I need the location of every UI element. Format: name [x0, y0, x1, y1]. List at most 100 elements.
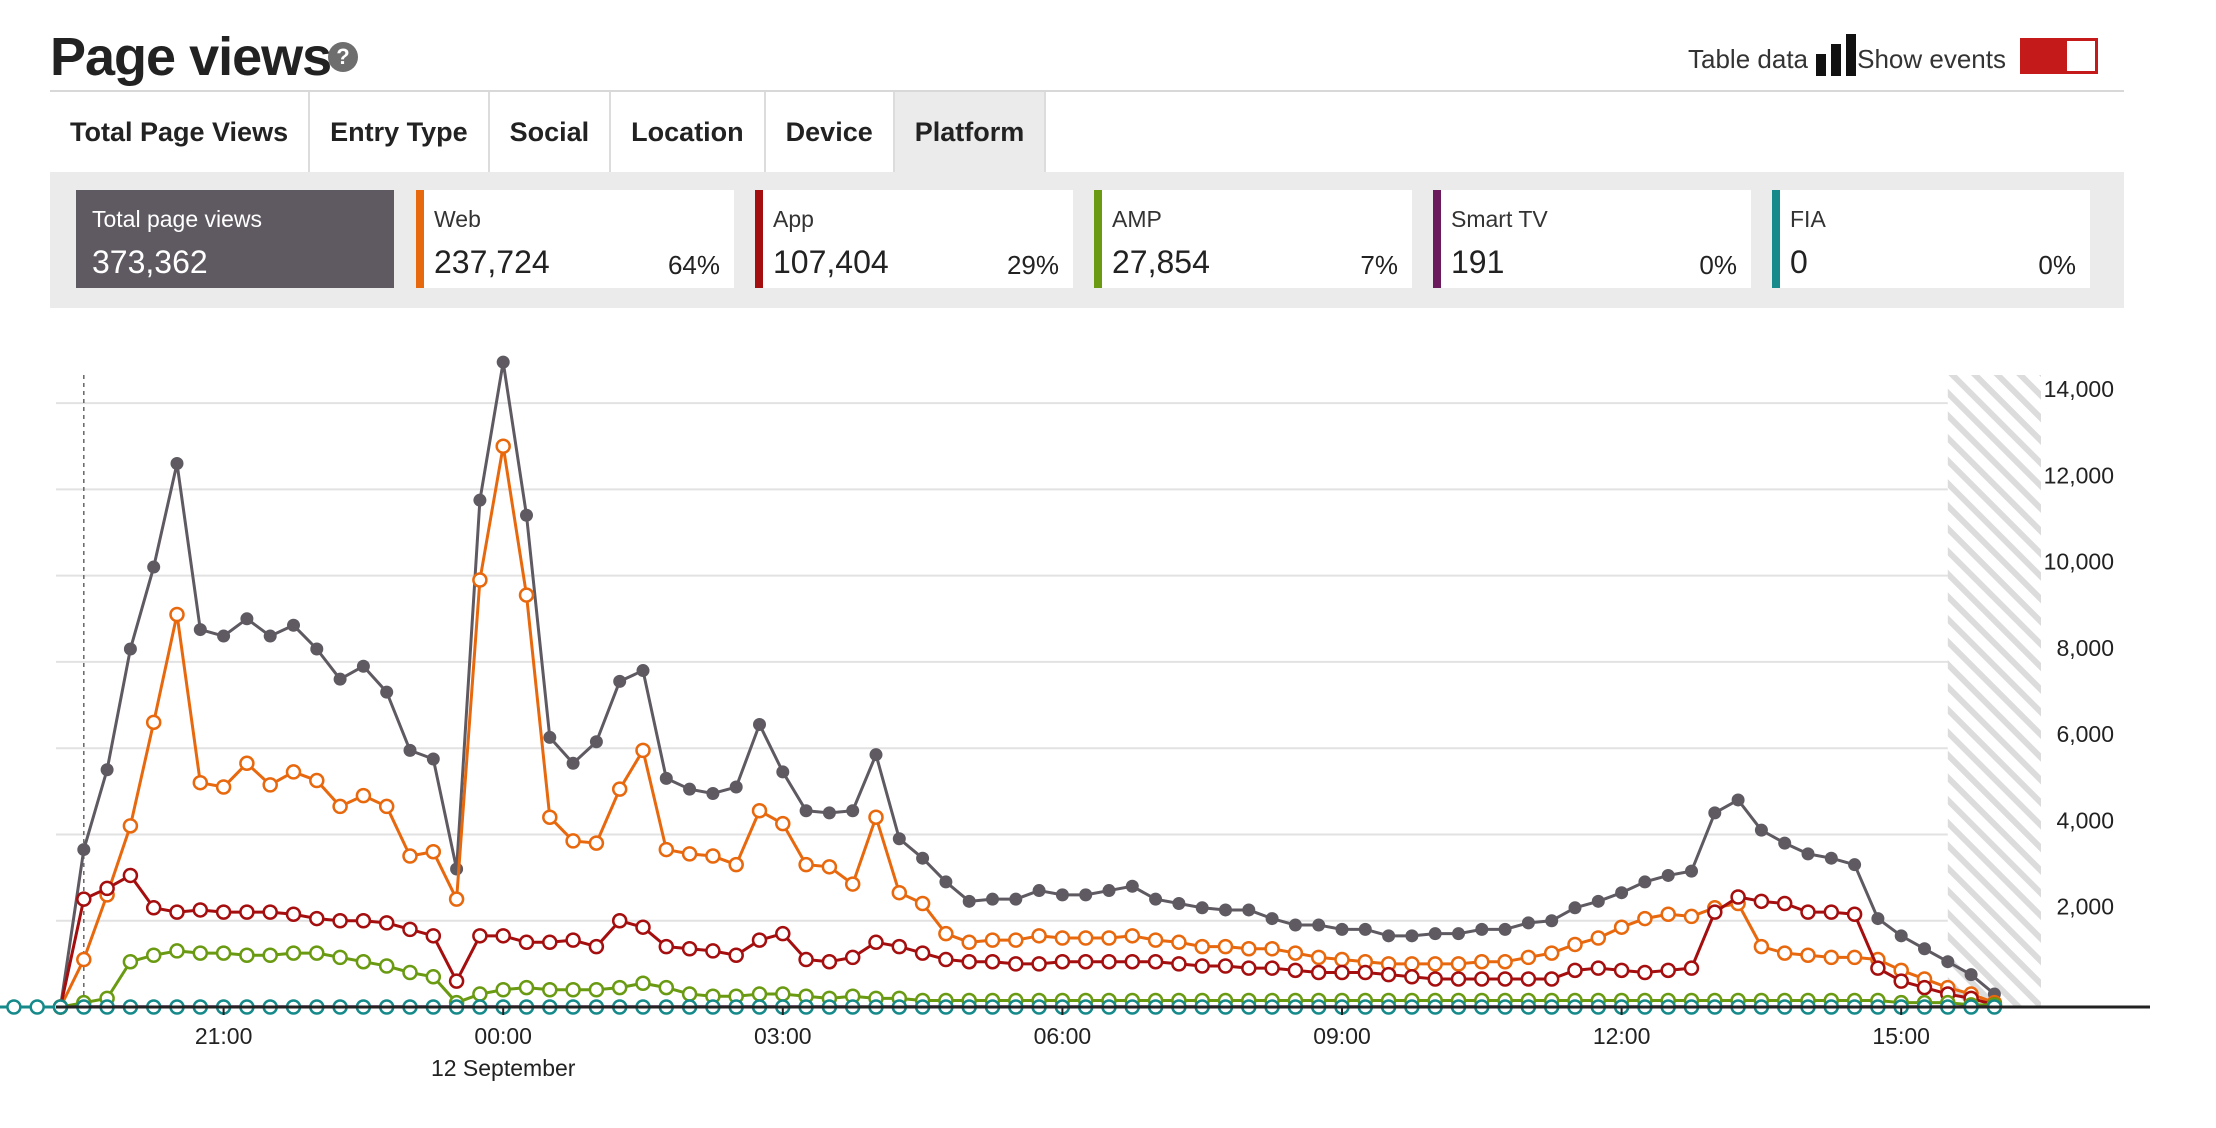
- bar-chart-icon[interactable]: [1816, 34, 1856, 76]
- total-page-views-data-point: [1731, 793, 1745, 807]
- web-data-point: [1287, 945, 1304, 961]
- total-page-views-data-point: [1661, 868, 1675, 882]
- web-data-point: [76, 951, 92, 968]
- total-page-views-data-point: [1778, 836, 1792, 850]
- app-data-point: [1194, 958, 1210, 974]
- app-data-point: [542, 934, 558, 951]
- total-page-views-data-point: [1685, 864, 1698, 878]
- y-tick-label: 4,000: [2056, 807, 2114, 833]
- web-data-point: [1077, 930, 1094, 946]
- app-data-point: [1171, 956, 1187, 972]
- total-page-views-data-point: [1894, 929, 1908, 943]
- web-data-point: [1753, 938, 1770, 955]
- web-data-point: [635, 742, 651, 759]
- show-events-toggle[interactable]: [2020, 38, 2098, 74]
- total-page-views-data-point: [287, 618, 300, 632]
- web-data-point: [355, 787, 372, 804]
- app-data-point: [1287, 962, 1304, 979]
- app-data-point: [1008, 956, 1024, 972]
- tab-bar: Total Page Views Entry Type Social Locat…: [50, 92, 1047, 172]
- web-data-point: [1846, 949, 1863, 966]
- app-data-point: [1264, 960, 1280, 976]
- web-data-point: [1590, 930, 1607, 946]
- app-data-point: [1916, 979, 1933, 996]
- web-data-point: [425, 843, 442, 860]
- tab-location[interactable]: Location: [611, 92, 766, 172]
- amp-data-point: [425, 969, 442, 985]
- tab-device[interactable]: Device: [765, 92, 895, 172]
- web-data-point: [1800, 947, 1816, 963]
- card-value: 107,404: [773, 244, 889, 280]
- web-data-point: [1497, 953, 1513, 970]
- app-data-point: [1147, 953, 1164, 970]
- smart-tv-card[interactable]: Smart TV 191 0%: [1433, 190, 1751, 288]
- tab-social[interactable]: Social: [489, 92, 612, 172]
- app-data-point: [1077, 953, 1094, 970]
- page-views-chart[interactable]: 2,000 4,000 6,000 8,000 10,000 12,000 14,000 21…: [0, 350, 2216, 1110]
- app-data-point: [425, 928, 442, 944]
- total-page-views-data-point: [1288, 918, 1302, 932]
- card-percent: 29%: [1006, 250, 1059, 280]
- table-data-label[interactable]: Table data: [1688, 44, 1808, 74]
- web-data-point: [1264, 941, 1280, 957]
- web-data-point: [1124, 928, 1141, 944]
- x-tick-label: 12:00: [1593, 1023, 1651, 1049]
- total-page-views-data-point: [403, 743, 417, 757]
- tab-platform[interactable]: Platform: [894, 92, 1047, 172]
- amp-data-point: [472, 986, 488, 1002]
- total-page-views-data-point: [589, 735, 603, 749]
- total-page-views-data-point: [1801, 847, 1815, 861]
- web-data-point: [961, 934, 977, 951]
- card-label: Total page views: [92, 206, 263, 232]
- x-date-sublabel: 12 September: [431, 1055, 576, 1081]
- total-page-views-data-point: [1498, 922, 1512, 936]
- amp-data-point: [611, 979, 628, 996]
- app-data-point: [1637, 964, 1653, 981]
- app-data-point: [285, 906, 302, 923]
- total-page-views-data-point: [706, 786, 720, 800]
- amp-data-point: [565, 981, 581, 998]
- total-page-views-data-point: [356, 659, 370, 673]
- total-page-views-card[interactable]: Total page views 373,362: [76, 190, 394, 288]
- card-label: AMP: [1112, 206, 1162, 232]
- tab-total-page-views[interactable]: Total Page Views: [50, 92, 311, 172]
- web-data-point: [775, 815, 791, 832]
- fia-card[interactable]: FIA 0 0%: [1772, 190, 2090, 288]
- app-data-point: [448, 973, 465, 989]
- web-data-point: [914, 895, 931, 912]
- app-data-point: [1474, 971, 1490, 987]
- app-data-point: [1427, 971, 1443, 987]
- web-card[interactable]: Web 237,724 64%: [416, 190, 734, 288]
- amp-card[interactable]: AMP 27,854 7%: [1094, 190, 1412, 288]
- web-data-point: [518, 587, 535, 603]
- total-page-views-data-point: [1452, 927, 1465, 941]
- show-events-label: Show events: [1857, 44, 2006, 74]
- app-card[interactable]: App 107,404 29%: [755, 190, 1073, 288]
- web-data-point: [1241, 941, 1257, 957]
- app-data-point: [844, 949, 861, 966]
- app-data-point: [775, 925, 791, 942]
- web-data-point: [1194, 938, 1210, 955]
- web-data-point: [1334, 951, 1350, 968]
- amp-data-point: [285, 945, 302, 961]
- app-data-point: [868, 934, 884, 951]
- app-data-point: [402, 921, 418, 938]
- help-icon[interactable]: ?: [328, 42, 358, 72]
- card-label: Smart TV: [1451, 206, 1548, 232]
- tab-entry-type[interactable]: Entry Type: [310, 92, 490, 172]
- fia-data-point: [29, 999, 45, 1015]
- web-data-point: [728, 856, 744, 873]
- app-data-point: [1870, 960, 1886, 976]
- app-data-point: [1707, 904, 1723, 920]
- app-data-point: [122, 867, 139, 884]
- amp-data-point: [169, 943, 185, 959]
- app-data-point: [1101, 953, 1117, 970]
- total-page-views-data-point: [77, 843, 91, 857]
- app-data-point: [728, 947, 744, 963]
- app-data-point: [658, 938, 675, 955]
- total-page-views-data-point: [193, 623, 207, 637]
- total-page-views-data-point: [1848, 858, 1862, 872]
- web-data-point: [1404, 956, 1420, 972]
- total-page-views-data-point: [1009, 892, 1023, 906]
- app-data-point: [751, 932, 768, 948]
